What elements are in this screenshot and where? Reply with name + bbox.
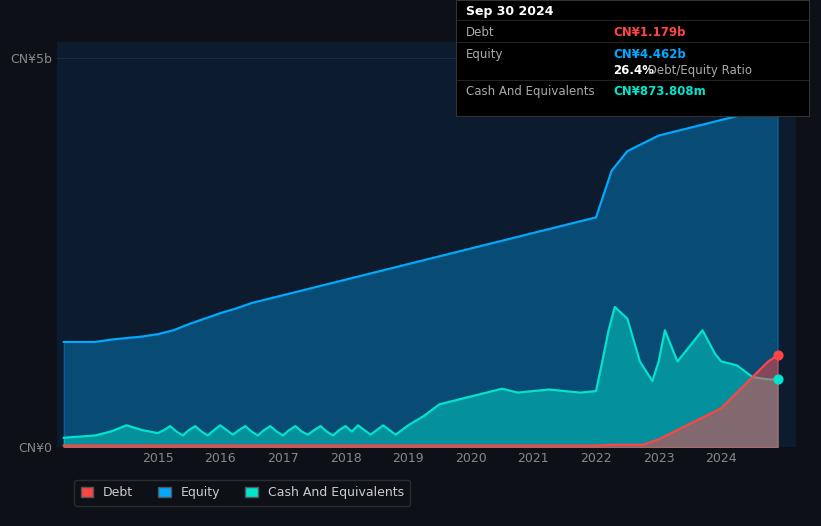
Text: Cash And Equivalents: Cash And Equivalents	[466, 85, 594, 98]
Legend: Debt, Equity, Cash And Equivalents: Debt, Equity, Cash And Equivalents	[75, 480, 410, 505]
Point	[771, 85, 784, 93]
Text: 26.4%: 26.4%	[613, 64, 654, 77]
Text: CN¥1.179b: CN¥1.179b	[613, 26, 686, 39]
Text: CN¥4.462b: CN¥4.462b	[613, 48, 686, 61]
Point	[771, 375, 784, 383]
Text: Equity: Equity	[466, 48, 503, 61]
Text: Sep 30 2024: Sep 30 2024	[466, 5, 553, 18]
Text: Debt/Equity Ratio: Debt/Equity Ratio	[644, 64, 753, 77]
Point	[771, 351, 784, 359]
Text: CN¥873.808m: CN¥873.808m	[613, 85, 706, 98]
Text: Debt: Debt	[466, 26, 494, 39]
